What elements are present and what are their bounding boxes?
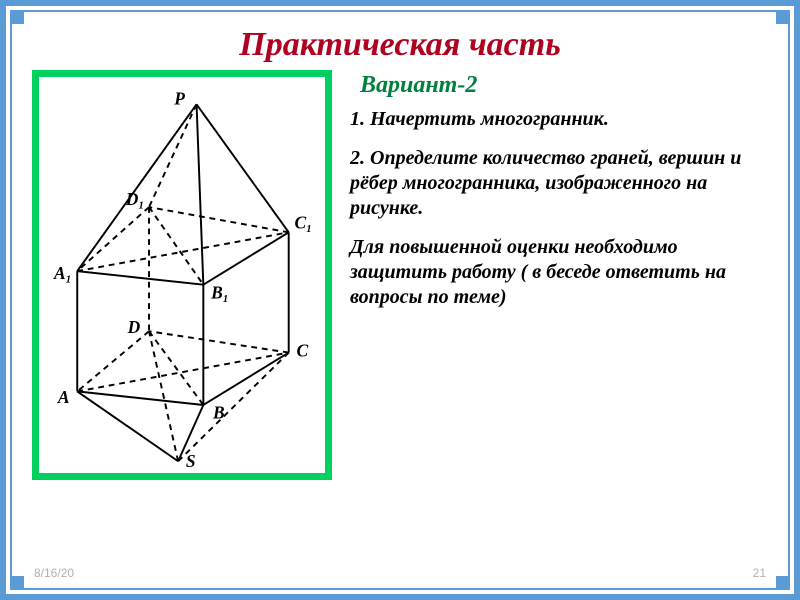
svg-text:D₁: D₁	[125, 189, 145, 209]
variant-label: Вариант-2	[360, 72, 768, 99]
footer-date: 8/16/20	[34, 566, 74, 580]
svg-text:A₁: A₁	[53, 263, 72, 283]
slide-outer-frame: Практическая часть P A₁ B₁ C₁ D₁ A B C D S Вариан…	[0, 0, 800, 600]
svg-text:P: P	[173, 88, 185, 108]
slide-title: Практическая часть	[32, 26, 768, 64]
svg-text:C: C	[296, 340, 308, 360]
svg-text:D: D	[127, 317, 141, 337]
svg-text:S: S	[186, 451, 196, 469]
corner-decoration	[776, 576, 790, 590]
slide-footer: 8/16/20 21	[34, 566, 766, 580]
svg-text:B: B	[212, 403, 225, 423]
task-1: 1. Начертить многогранник.	[350, 107, 768, 132]
text-column: Вариант-2 1. Начертить многогранник. 2. …	[350, 70, 768, 480]
svg-text:A: A	[57, 387, 70, 407]
footer-page: 21	[753, 566, 766, 580]
task-2: 2. Определите количество граней, вершин …	[350, 146, 768, 221]
corner-decoration	[10, 576, 24, 590]
content-row: P A₁ B₁ C₁ D₁ A B C D S Вариант-2 1. Начертить мн…	[32, 70, 768, 480]
svg-text:B₁: B₁	[210, 282, 229, 302]
svg-text:C₁: C₁	[295, 212, 313, 232]
task-extra: Для повышенной оценки необходимо защитит…	[350, 235, 768, 310]
corner-decoration	[776, 10, 790, 24]
figure-container: P A₁ B₁ C₁ D₁ A B C D S	[32, 70, 332, 480]
corner-decoration	[10, 10, 24, 24]
slide-inner-frame: Практическая часть P A₁ B₁ C₁ D₁ A B C D S Вариан…	[10, 10, 790, 590]
polyhedron-diagram: P A₁ B₁ C₁ D₁ A B C D S	[43, 81, 321, 469]
